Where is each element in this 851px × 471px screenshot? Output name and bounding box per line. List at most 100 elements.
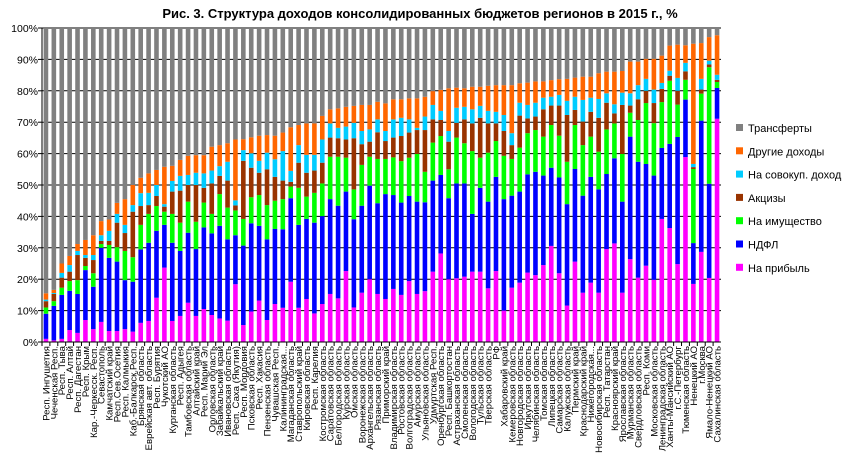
- bar-segment: [343, 126, 349, 140]
- bar-segment: [67, 290, 72, 331]
- bar-segment: [446, 141, 451, 170]
- bar-segment: [667, 45, 672, 71]
- bar-segment: [667, 228, 672, 342]
- x-tick-label: Томская область: [539, 346, 550, 421]
- bar-segment: [564, 28, 570, 79]
- bar-segment: [280, 180, 286, 200]
- bar-segment: [59, 294, 65, 339]
- bar-segment: [541, 81, 546, 98]
- bar-segment: [122, 329, 128, 342]
- bar-segment: [477, 28, 483, 87]
- bar-segment: [130, 185, 136, 206]
- bar-segment: [83, 28, 88, 240]
- bar-segment: [675, 44, 680, 78]
- bar-segment: [280, 229, 286, 308]
- bar-segment: [59, 28, 65, 264]
- bar-segment: [312, 154, 317, 171]
- bar-segment: [383, 28, 388, 104]
- bar-segment: [383, 158, 388, 195]
- bar-segment: [430, 142, 436, 181]
- bar-segment: [233, 284, 238, 342]
- bar-segment: [469, 28, 475, 87]
- bar-segment: [319, 139, 325, 163]
- bar-segment: [256, 300, 262, 342]
- bar-stack: [233, 28, 238, 342]
- bar-segment: [627, 61, 633, 94]
- bar-segment: [177, 250, 183, 316]
- bar-segment: [272, 200, 278, 229]
- bar-segment: [541, 175, 546, 266]
- bar-segment: [367, 141, 372, 157]
- bar-segment: [580, 292, 586, 342]
- bar-segment: [51, 293, 57, 302]
- bar-segment: [706, 67, 712, 184]
- x-tick-label: Кар.-Черкесск. Респ.: [89, 346, 100, 438]
- bar-segment: [635, 161, 641, 278]
- x-tick-label: Чеченская Респ.: [49, 346, 60, 419]
- bar-segment: [185, 174, 191, 185]
- bar-segment: [225, 161, 230, 181]
- x-tick-label: Самарская область: [555, 346, 566, 434]
- x-tick-label: Ивановская область: [223, 346, 234, 437]
- bar-segment: [683, 62, 688, 72]
- legend-swatch: [736, 217, 743, 225]
- bar-segment: [698, 251, 704, 342]
- x-tick-label: Саратовская область: [326, 346, 337, 441]
- bar-stack: [375, 28, 380, 342]
- bar-segment: [485, 85, 491, 111]
- bar-segment: [130, 331, 136, 342]
- legend-label: НДФЛ: [748, 240, 778, 252]
- bar-segment: [75, 28, 80, 245]
- bar-segment: [604, 93, 609, 103]
- chart-title: Рис. 3. Структура доходов консолидирован…: [162, 6, 678, 21]
- bar-segment: [596, 117, 601, 152]
- bar-segment: [264, 320, 270, 342]
- legend-label: Другие доходы: [748, 146, 824, 158]
- bar-segment: [114, 28, 120, 203]
- bar-stack: [122, 28, 128, 342]
- bar-segment: [264, 135, 270, 153]
- x-tick-label: Свердловская область: [634, 346, 645, 448]
- bar-segment: [359, 130, 365, 145]
- bar-segment: [169, 191, 175, 214]
- bar-segment: [367, 104, 372, 130]
- bar-segment: [106, 230, 112, 241]
- bar-segment: [248, 223, 254, 312]
- x-tick-label: Псковская область: [247, 346, 258, 430]
- bar-segment: [643, 90, 649, 104]
- bar-segment: [375, 119, 380, 133]
- bar-segment: [162, 166, 167, 205]
- bar-segment: [248, 311, 254, 342]
- bar-segment: [683, 45, 688, 63]
- bar-segment: [154, 185, 159, 196]
- bar-segment: [169, 28, 175, 166]
- bar-segment: [580, 145, 586, 196]
- bar-segment: [146, 320, 151, 342]
- x-tick-label: Новгородская область: [515, 346, 526, 446]
- bar-segment: [138, 28, 143, 178]
- bar-segment: [485, 288, 491, 342]
- bar-segment: [706, 60, 712, 65]
- bar-segment: [620, 104, 625, 154]
- bar-segment: [75, 244, 80, 251]
- bar-segment: [375, 158, 380, 204]
- bar-segment: [225, 28, 230, 144]
- bar-segment: [296, 28, 301, 126]
- bar-segment: [430, 119, 436, 143]
- bar-stack: [193, 28, 199, 342]
- bar-stack: [169, 28, 175, 342]
- legend-item: На совокуп. доход: [736, 170, 842, 182]
- bar-stack: [351, 28, 357, 342]
- bar-segment: [169, 320, 175, 342]
- bar-segment: [217, 145, 222, 167]
- x-tick-label: Алтайский край: [191, 346, 202, 416]
- bar-segment: [620, 292, 625, 342]
- bar-segment: [509, 85, 515, 134]
- bar-segment: [146, 205, 151, 214]
- bar-segment: [67, 271, 72, 282]
- bar-segment: [319, 216, 325, 305]
- bar-segment: [517, 191, 522, 283]
- bar-segment: [588, 176, 594, 283]
- bar-segment: [462, 88, 467, 107]
- bar-segment: [256, 195, 262, 226]
